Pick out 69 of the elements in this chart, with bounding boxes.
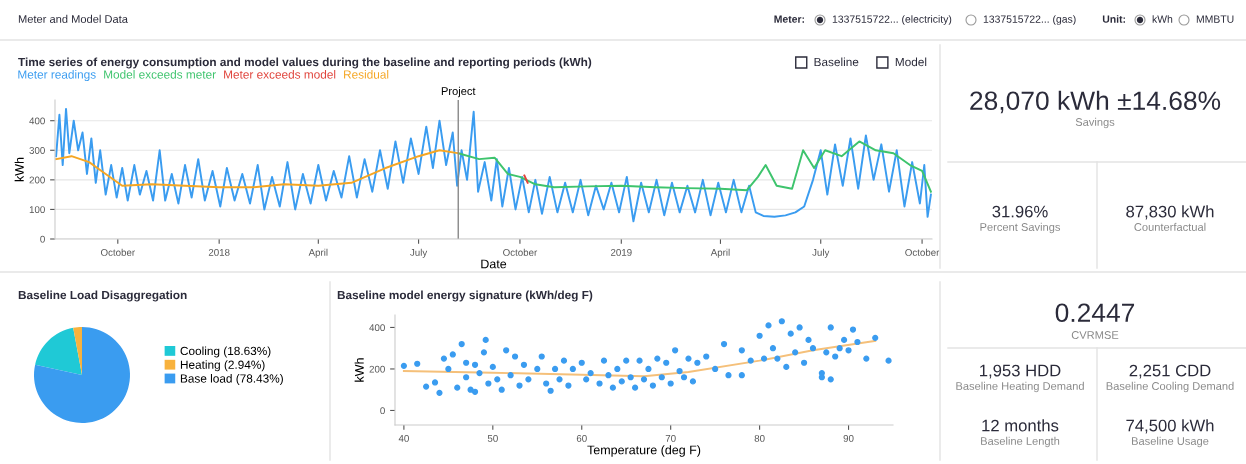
- legend-label: Base load (78.43%): [180, 374, 283, 386]
- text: Baseline: [814, 57, 859, 67]
- x-tick-label: 40: [398, 434, 409, 442]
- text: 12 months: [982, 419, 1059, 432]
- chart-title: Baseline Load Disaggregation: [18, 290, 187, 302]
- text: Baseline Usage: [1132, 436, 1209, 448]
- text: Unit:: [1102, 15, 1125, 23]
- x-tick-label: 90: [843, 434, 854, 442]
- text: Meter:: [774, 15, 804, 23]
- legend-label: Cooling (18.63%): [180, 346, 271, 358]
- x-tick-label: October: [100, 248, 135, 256]
- text: 87,830 kWh: [1126, 205, 1214, 220]
- text: Meter exceeds model: [224, 70, 336, 79]
- y-tick-label: 400: [29, 117, 45, 125]
- x-tick-label: October: [905, 248, 940, 256]
- text: MMBTU: [1196, 15, 1234, 23]
- line-series: [457, 140, 932, 193]
- text: kWh: [1152, 15, 1173, 23]
- text: 2,251 CDD: [1129, 364, 1211, 379]
- x-tick-label: 50: [487, 434, 498, 442]
- x-tick-label: 60: [576, 434, 587, 442]
- y-tick-label: 400: [369, 324, 385, 332]
- pie-slice: [34, 327, 130, 423]
- text: Savings: [1075, 117, 1115, 129]
- x-tick-label: 80: [754, 434, 765, 442]
- line-series: [55, 149, 460, 189]
- text: 74,500 kWh: [1126, 419, 1214, 434]
- line-series: [55, 107, 932, 223]
- text: Counterfactual: [1134, 222, 1206, 231]
- pie-slice: [35, 327, 82, 375]
- text: Model exceeds meter: [104, 70, 216, 79]
- text: 28,070 kWh ±14.68%: [970, 90, 1221, 114]
- x-tick-label: July: [410, 248, 428, 258]
- x-tick-label: April: [308, 248, 328, 258]
- chart-title: Baseline model energy signature (kWh/deg F): [337, 290, 593, 302]
- text: 31.96%: [992, 205, 1048, 218]
- x-tick-label: April: [710, 248, 730, 258]
- text: 1,953 HDD: [980, 364, 1061, 379]
- x-tick-label: October: [503, 248, 538, 256]
- pie-slice: [73, 327, 82, 375]
- chart-title: Time series of energy consumption and model values during the baseline and reporting periods (kWh): [18, 57, 592, 69]
- y-tick-label: 200: [369, 365, 385, 373]
- x-tick-label: July: [812, 248, 830, 258]
- x-tick-label: 70: [665, 434, 676, 442]
- x-tick-label: 2018: [208, 248, 230, 256]
- text: 1337515722... (gas): [983, 15, 1076, 25]
- text: Baseline Heating Demand: [956, 381, 1084, 393]
- text: Model: [895, 57, 927, 67]
- y-tick-label: 0: [380, 407, 385, 415]
- x-axis-title: Date: [481, 259, 507, 269]
- y-tick-label: 0: [40, 235, 45, 243]
- text: 0.2447: [1055, 303, 1135, 323]
- x-axis-title: Temperature (deg F): [587, 445, 701, 457]
- legend-label: Heating (2.94%): [180, 360, 265, 372]
- text: Residual: [344, 70, 389, 79]
- text: CVRMSE: [1071, 331, 1119, 339]
- y-axis-title: kWh: [14, 157, 24, 182]
- y-tick-label: 300: [29, 147, 45, 154]
- x-tick-label: 2019: [610, 248, 632, 256]
- text: Baseline Cooling Demand: [1106, 381, 1234, 393]
- y-axis-title: kWh: [354, 358, 364, 382]
- text: Meter and Model Data: [18, 14, 128, 23]
- text: Percent Savings: [980, 222, 1061, 234]
- text: 1337515722... (electricity): [832, 15, 952, 25]
- ref-line-label: Project: [441, 86, 476, 98]
- y-tick-label: 200: [29, 176, 45, 184]
- y-tick-label: 100: [29, 206, 45, 214]
- text: Baseline Length: [981, 436, 1060, 448]
- text: Meter readings: [18, 70, 96, 82]
